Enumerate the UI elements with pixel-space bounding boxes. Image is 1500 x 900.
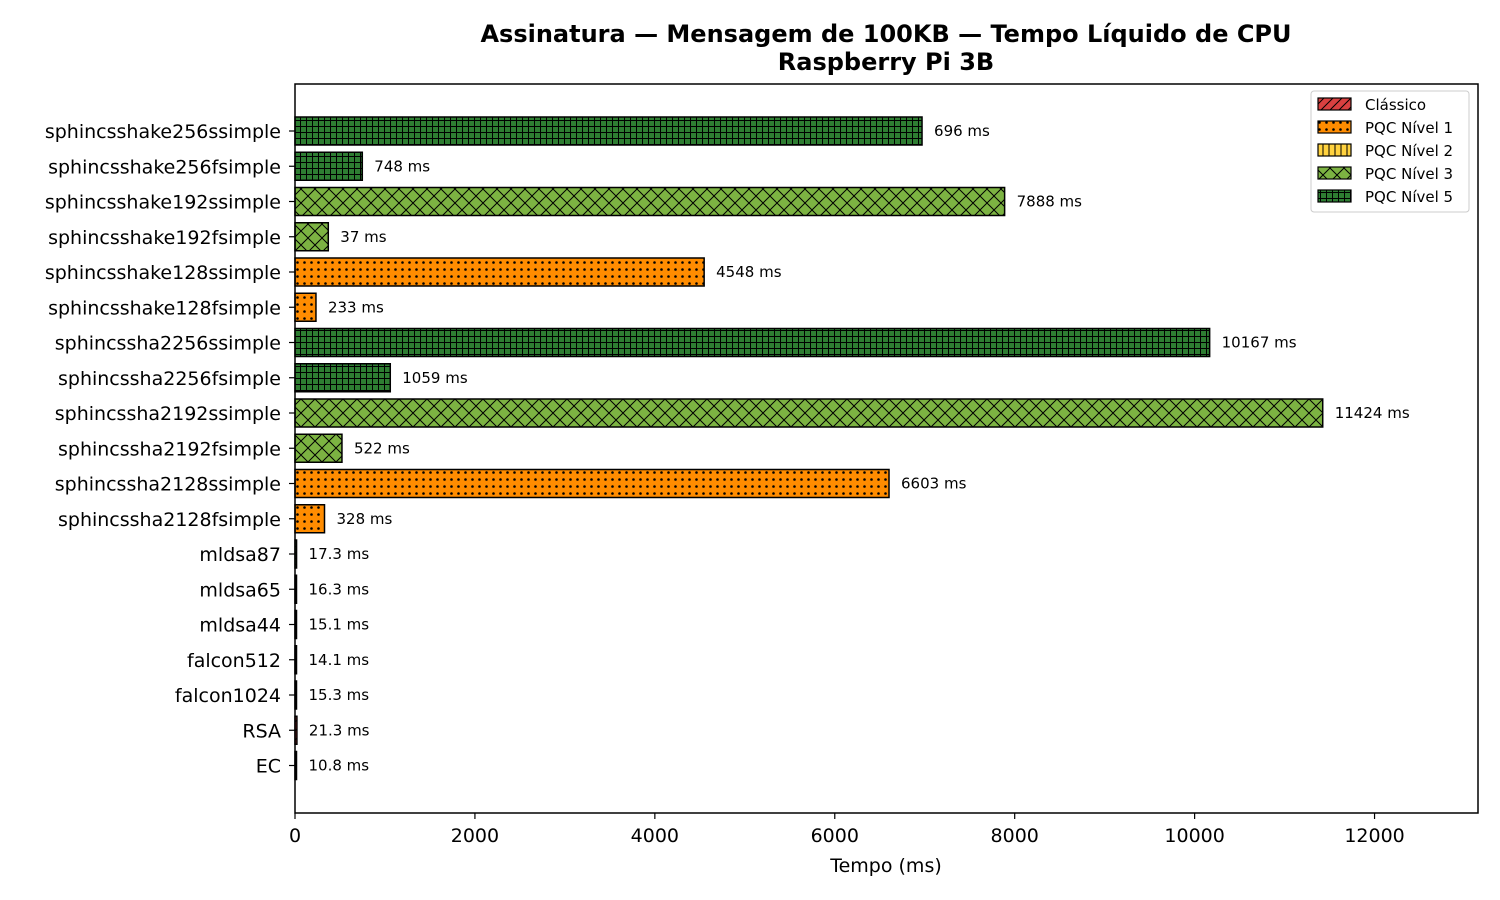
x-tick-label-2000: 2000 [451,825,499,847]
legend: Clássico PQC Nível 1 PQC Nível 2 PQC Nível … [1310,90,1470,213]
y-tick-label-sphincssha2256ssimple: sphincssha2256ssimple [55,333,281,355]
y-tick-label-RSA: RSA [242,720,281,742]
data-label-falcon1024: 15.3 ms [309,686,370,704]
data-label-sphincssha2256ssimple: 10167 ms [1222,334,1297,352]
y-tick-label-sphincsshake128ssimple: sphincsshake128ssimple [45,262,281,284]
legend-label-nivel3: PQC Nível 3 [1365,165,1453,183]
legend-swatch-nivel1 [1317,120,1352,134]
x-axis-label: Tempo (ms) [829,855,942,877]
chart-subtitle: Raspberry Pi 3B [778,48,994,76]
data-label-falcon512: 14.1 ms [309,651,370,669]
x-tick-label-0: 0 [289,825,301,847]
data-label-sphincssha2192fsimple: 522 ms [354,439,410,457]
y-tick-label-mldsa87: mldsa87 [199,544,281,566]
legend-label-nivel5: PQC Nível 5 [1365,188,1453,206]
y-tick-label-sphincssha2256fsimple: sphincssha2256fsimple [58,368,281,390]
legend-label-nivel1: PQC Nível 1 [1365,119,1453,137]
y-tick-label-mldsa44: mldsa44 [199,615,281,637]
y-tick-label-mldsa65: mldsa65 [199,579,281,601]
y-tick-label-sphincsshake192fsimple: sphincsshake192fsimple [48,227,281,249]
bar-sphincssha2128fsimple [294,504,326,534]
data-label-sphincsshake256ssimple: 696 ms [934,122,990,140]
data-label-RSA: 21.3 ms [309,721,370,739]
bar-sphincssha2256fsimple [294,363,392,393]
bar-sphincsshake128ssimple [294,257,705,287]
data-label-sphincssha2128ssimple: 6603 ms [901,475,967,493]
data-label-sphincssha2192ssimple: 11424 ms [1335,404,1410,422]
legend-swatch-nivel3 [1317,166,1352,180]
legend-label-nivel2: PQC Nível 2 [1365,142,1453,160]
x-tick-label-6000: 6000 [811,825,859,847]
data-label-sphincsshake256fsimple: 748 ms [374,157,430,175]
y-tick-label-falcon1024: falcon1024 [175,685,281,707]
y-tick-label-sphincssha2128ssimple: sphincssha2128ssimple [55,474,281,496]
y-tick-label-sphincsshake256ssimple: sphincsshake256ssimple [45,121,281,143]
chart-title: Assinatura — Mensagem de 100KB — Tempo L… [480,20,1291,48]
data-label-mldsa65: 16.3 ms [309,580,370,598]
bar-sphincsshake192ssimple [294,186,1006,217]
bar-sphincsshake192fsimple [294,222,330,252]
y-tick-label-sphincsshake192ssimple: sphincsshake192ssimple [45,192,281,214]
legend-swatch-nivel2 [1317,143,1352,157]
data-label-sphincssha2256fsimple: 1059 ms [402,369,468,387]
y-tick-label-sphincsshake256fsimple: sphincsshake256fsimple [48,156,281,178]
y-tick-label-EC: EC [256,756,281,778]
bar-sphincsshake256fsimple [294,151,364,181]
data-label-sphincssha2128fsimple: 328 ms [337,510,393,528]
data-label-EC: 10.8 ms [309,757,370,775]
y-tick-label-sphincssha2128fsimple: sphincssha2128fsimple [58,509,281,531]
y-tick-label-sphincssha2192fsimple: sphincssha2192fsimple [58,438,281,460]
x-tick-label-8000: 8000 [991,825,1039,847]
bar-sphincssha2192ssimple [294,398,1324,428]
x-tick-label-12000: 12000 [1344,825,1404,847]
x-tick-label-10000: 10000 [1164,825,1224,847]
data-label-sphincsshake192fsimple: 37 ms [340,228,386,246]
data-label-mldsa44: 15.1 ms [309,616,370,634]
data-label-sphincsshake192ssimple: 7888 ms [1017,193,1083,211]
legend-swatch-nivel5 [1317,189,1352,203]
data-label-mldsa87: 17.3 ms [309,545,370,563]
legend-swatch-classico [1317,97,1352,111]
bars: 696 ms 748 ms 7888 ms 37 ms 4548 ms 233 ms 101… [294,116,1410,781]
data-label-sphincsshake128ssimple: 4548 ms [716,263,782,281]
legend-label-classico: Clássico [1365,96,1426,114]
y-axis: sphincsshake256ssimple sphincsshake256fsi… [45,121,295,778]
y-tick-label-falcon512: falcon512 [187,650,281,672]
x-tick-label-4000: 4000 [631,825,679,847]
bar-sphincssha2192fsimple [294,433,343,463]
y-tick-label-sphincsshake128fsimple: sphincsshake128fsimple [48,297,281,319]
bar-sphincssha2256ssimple [294,327,1211,358]
data-label-sphincsshake128fsimple: 233 ms [328,298,384,316]
bar-sphincsshake256ssimple [294,116,923,146]
y-tick-label-sphincssha2192ssimple: sphincssha2192ssimple [55,403,281,425]
bar-sphincsshake128fsimple [294,292,317,322]
bar-sphincssha2128ssimple [294,468,890,499]
x-axis: 0 2000 4000 6000 8000 10000 12000 [289,813,1405,847]
